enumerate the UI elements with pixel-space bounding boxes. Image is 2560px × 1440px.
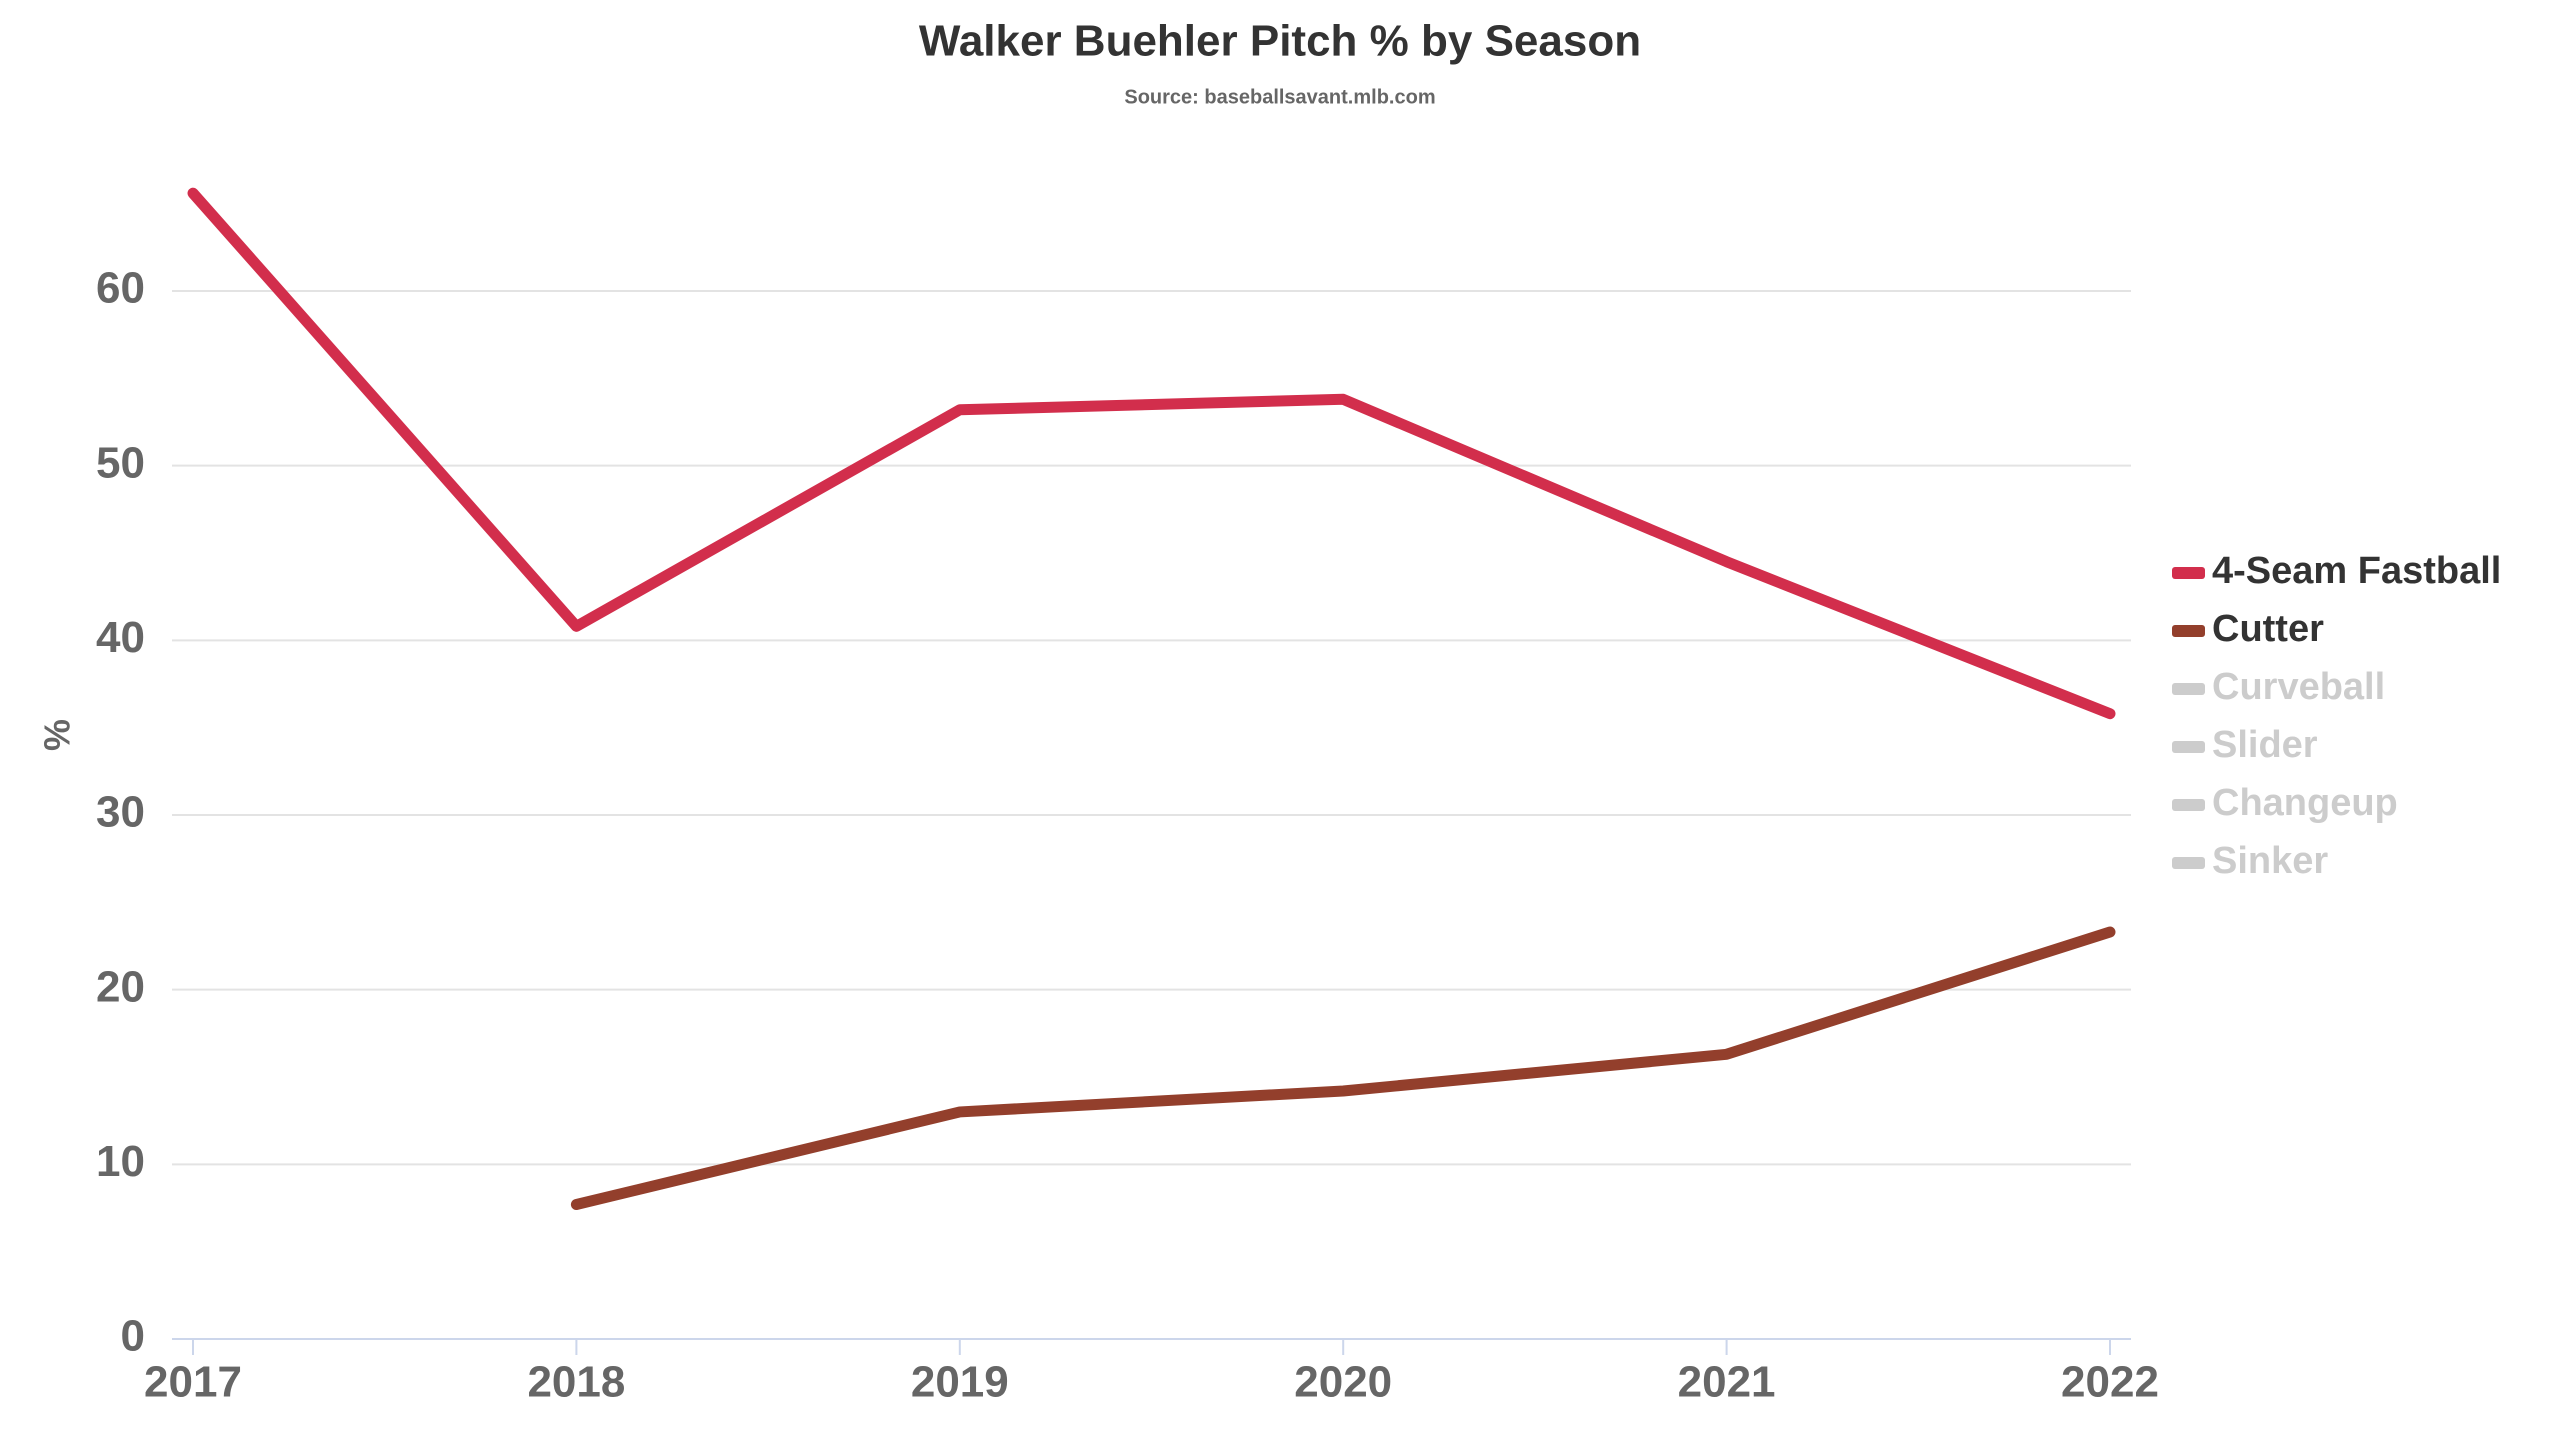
- y-tick-label: 10: [96, 1137, 145, 1186]
- legend-swatch: [2172, 625, 2205, 637]
- y-tick-label: 0: [121, 1312, 145, 1361]
- x-tick-label: 2020: [1294, 1358, 1392, 1407]
- chart-subtitle: Source: baseballsavant.mlb.com: [1124, 86, 1435, 108]
- legend-label: Sinker: [2212, 840, 2328, 882]
- chart-title: Walker Buehler Pitch % by Season: [919, 17, 1641, 66]
- legend-swatch: [2172, 567, 2205, 579]
- legend-swatch: [2172, 741, 2205, 753]
- y-tick-label: 40: [96, 613, 145, 662]
- x-tick-label: 2019: [911, 1358, 1009, 1407]
- x-tick-label: 2017: [144, 1358, 242, 1407]
- x-tick-label: 2022: [2061, 1358, 2159, 1407]
- y-axis-label: %: [37, 719, 78, 751]
- legend-label: 4-Seam Fastball: [2212, 550, 2501, 592]
- legend-label: Slider: [2212, 724, 2318, 766]
- legend-swatch: [2172, 683, 2205, 695]
- y-tick-label: 20: [96, 962, 145, 1011]
- legend-label: Changeup: [2212, 782, 2398, 824]
- x-tick-label: 2018: [527, 1358, 625, 1407]
- y-tick-label: 50: [96, 438, 145, 487]
- line-series: [570, 926, 2116, 1211]
- line-series: [187, 187, 2116, 720]
- legend-swatch: [2172, 857, 2205, 869]
- legend-label: Cutter: [2212, 608, 2324, 650]
- legend-swatch: [2172, 799, 2205, 811]
- y-tick-label: 60: [96, 264, 145, 313]
- legend-label: Curveball: [2212, 666, 2385, 708]
- y-tick-label: 30: [96, 788, 145, 837]
- x-tick-label: 2021: [1678, 1358, 1776, 1407]
